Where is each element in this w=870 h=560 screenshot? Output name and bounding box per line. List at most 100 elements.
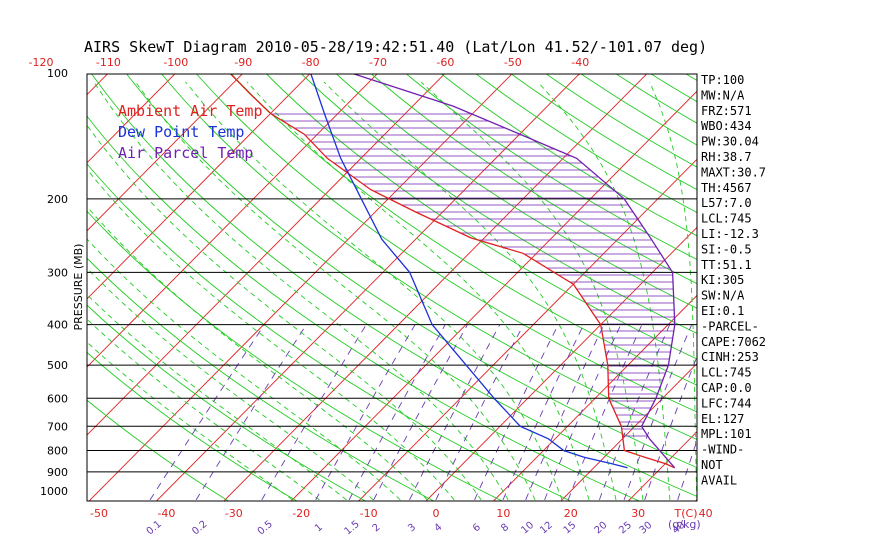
mixing-ratio-tick-label: 10 (519, 520, 536, 537)
index-label: LFC:744 (701, 396, 752, 410)
bottom-temp-tick-label: -20 (292, 507, 310, 520)
pressure-tick-label: 1000 (40, 485, 68, 498)
index-label: TT:51.1 (701, 258, 752, 272)
pressure-tick-label: 100 (47, 67, 68, 80)
index-label: CINH:253 (701, 350, 759, 364)
mixing-ratio-tick-label: 30 (638, 520, 655, 537)
moist-adiabat-line (649, 81, 697, 500)
index-label: LCL:745 (701, 212, 752, 226)
bottom-temp-tick-label: -40 (157, 507, 175, 520)
mixing-ratio-line (435, 324, 524, 501)
mixing-ratio-line (525, 324, 605, 501)
dry-adiabat-line (230, 74, 697, 386)
bottom-temp-tick-label: -50 (90, 507, 108, 520)
isotherm-line (87, 74, 109, 96)
isotherm-line (87, 74, 378, 368)
pressure-tick-label: 300 (47, 266, 68, 279)
pressure-tick-label: 700 (47, 420, 68, 433)
chart-title: AIRS SkewT Diagram 2010-05-28/19:42:51.4… (84, 38, 707, 56)
mixing-ratio-tick-label: 0.1 (145, 519, 164, 538)
dry-adiabat-line (751, 71, 870, 503)
top-temp-tick-label: -40 (571, 56, 589, 69)
pressure-tick-label: 200 (47, 193, 68, 206)
moist-adiabat-line (87, 238, 401, 501)
index-label: MAXT:30.7 (701, 165, 766, 179)
moist-adiabat-line (135, 81, 536, 501)
pressure-tick-label: 600 (47, 392, 68, 405)
mixing-ratio-tick-label: 6 (471, 522, 483, 535)
isotherm-line (425, 226, 697, 501)
bottom-temp-tick-label: 10 (496, 507, 510, 520)
dry-adiabat-line (126, 74, 697, 469)
isotherm-line (0, 71, 43, 501)
dry-adiabat-line (87, 163, 572, 501)
isotherm-line (290, 90, 697, 501)
bottom-temp-tick-label: 0 (433, 507, 440, 520)
dry-adiabat-line (405, 74, 697, 261)
mixing-ratio-line (644, 355, 697, 501)
pressure-tick-label: 500 (47, 359, 68, 372)
index-label: TP:100 (701, 73, 744, 87)
index-label: SW:N/A (701, 289, 745, 303)
index-label: EI:0.1 (701, 304, 744, 318)
mixing-ratio-tick-label: 0.2 (190, 519, 209, 538)
index-label: KI:305 (701, 273, 744, 287)
top-temp-tick-label: -50 (504, 56, 522, 69)
dry-adiabat-line (87, 304, 367, 501)
mixing-ratio-tick-label: 3 (406, 522, 418, 535)
mixing-ratio-tick-label: 12 (538, 520, 555, 537)
mixing-ratio-tick-label: 15 (562, 520, 579, 537)
bottom-temp-tick-label: 30 (631, 507, 645, 520)
bottom-temp-tick-label: 20 (564, 507, 578, 520)
legend-entry: Dew Point Temp (118, 123, 244, 141)
dry-adiabat-line (87, 210, 504, 501)
isotherm-line (87, 74, 311, 300)
moist-adiabat-line (537, 81, 671, 500)
dry-adiabat-line (335, 74, 697, 309)
mixing-ratio-tick-label: 1 (313, 522, 325, 535)
mixing-ratio-tick-label: 20 (593, 520, 610, 537)
index-label: -PARCEL- (701, 319, 759, 333)
dry-adiabat-line (87, 257, 435, 501)
moist-adiabat-line (87, 341, 293, 501)
mixing-ratio-line (544, 324, 622, 501)
isotherm-line (493, 294, 697, 501)
moist-adiabat-line (420, 81, 644, 500)
dry-adiabat-line (265, 74, 697, 360)
index-label: EL:127 (701, 412, 744, 426)
top-temp-tick-label: -80 (302, 56, 320, 69)
index-label: CAP:0.0 (701, 381, 752, 395)
index-label: AVAIL (701, 473, 737, 487)
mixing-unit-label: (g/kg) (668, 518, 701, 531)
bottom-temp-tick-label: -10 (360, 507, 378, 520)
top-temp-tick-label: -120 (29, 56, 54, 69)
plot-frame (86, 73, 698, 502)
index-label: RH:38.7 (701, 150, 752, 164)
dry-adiabat-line (87, 399, 230, 501)
isotherm-line (87, 74, 243, 232)
index-label: MPL:101 (701, 427, 752, 441)
isotherm-line (87, 74, 446, 436)
legend-entry: Ambient Air Temp (118, 102, 263, 120)
pressure-tick-label: 400 (47, 319, 68, 332)
mixing-ratio-line (373, 324, 468, 501)
dry-adiabat-line (87, 351, 298, 501)
dry-adiabat-line (196, 74, 697, 413)
index-label: L57:7.0 (701, 196, 752, 210)
top-temp-tick-label: -70 (369, 56, 387, 69)
dry-adiabat-line (161, 74, 697, 440)
mixing-ratio-line (195, 324, 307, 501)
moist-adiabat-line (87, 293, 347, 501)
mixing-ratio-tick-label: 4 (433, 522, 445, 535)
dry-adiabat-line (580, 74, 697, 146)
dry-adiabat-line (545, 74, 697, 168)
index-label: FRZ:571 (701, 104, 752, 118)
dry-adiabat-line (475, 74, 697, 214)
pressure-tick-label: 800 (47, 444, 68, 457)
mixing-ratio-tick-label: 0.5 (256, 519, 275, 538)
mixing-ratio-line (474, 324, 559, 501)
isotherm-line (831, 71, 870, 501)
mixing-ratio-tick-label: 1.5 (342, 519, 361, 538)
index-label: MW:N/A (701, 88, 745, 102)
